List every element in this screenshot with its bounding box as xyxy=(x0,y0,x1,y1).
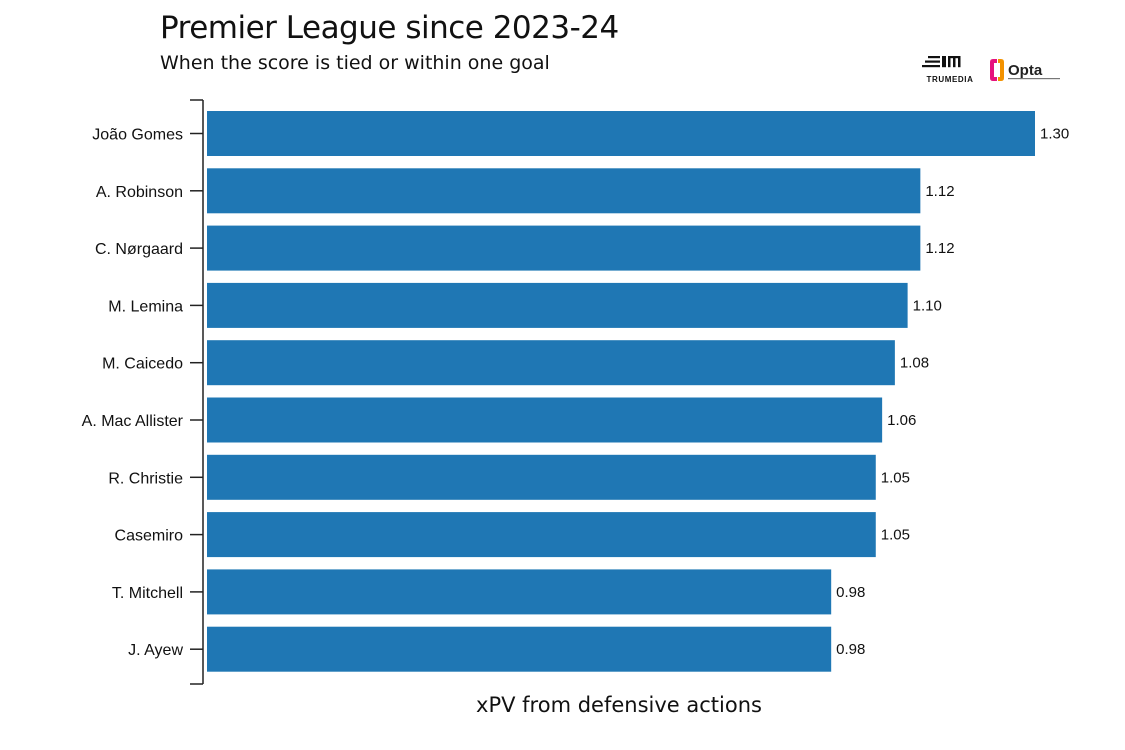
y-axis xyxy=(190,99,204,685)
value-label: 0.98 xyxy=(836,584,865,601)
category-label: A. Robinson xyxy=(96,184,183,201)
opta-logo-text: Opta xyxy=(1008,62,1043,79)
bar xyxy=(207,111,1035,156)
category-label: Casemiro xyxy=(115,528,184,545)
bar xyxy=(207,454,876,500)
chart-subtitle: When the score is tied or within one goa… xyxy=(160,52,550,74)
bar xyxy=(207,168,921,214)
value-label: 1.30 xyxy=(1040,126,1069,143)
category-label: M. Caicedo xyxy=(102,356,183,373)
trumedia-logo: TRUMEDIA xyxy=(922,56,973,84)
bar xyxy=(207,512,876,558)
value-label: 1.10 xyxy=(913,297,942,314)
opta-logo: Opta xyxy=(990,59,1060,81)
bar xyxy=(207,225,921,271)
category-label: João Gomes xyxy=(92,127,183,144)
bar xyxy=(207,282,908,328)
value-labels: 1.30 1.12 1.12 1.10 1.08 1.06 1.05 1.05 0.98 0.98 xyxy=(836,126,1069,659)
bar xyxy=(207,626,832,672)
category-label: J. Ayew xyxy=(128,642,183,659)
value-label: 1.05 xyxy=(881,527,910,544)
value-label: 0.98 xyxy=(836,641,865,658)
category-label: A. Mac Allister xyxy=(82,413,184,430)
chart-title: Premier League since 2023-24 xyxy=(160,10,619,46)
x-axis-label: xPV from defensive actions xyxy=(476,693,762,717)
value-label: 1.12 xyxy=(925,240,954,257)
bar xyxy=(207,397,883,443)
value-label: 1.12 xyxy=(925,183,954,200)
trumedia-logo-text: TRUMEDIA xyxy=(926,75,973,84)
value-label: 1.06 xyxy=(887,412,916,429)
bars xyxy=(207,111,1035,672)
value-label: 1.05 xyxy=(881,469,910,486)
category-label: R. Christie xyxy=(108,470,183,487)
category-labels: João Gomes A. Robinson C. Nørgaard M. Lemin… xyxy=(82,127,184,660)
category-label: M. Lemina xyxy=(108,298,183,315)
bar xyxy=(207,340,895,386)
value-label: 1.08 xyxy=(900,355,929,372)
bar xyxy=(207,569,832,615)
category-label: C. Nørgaard xyxy=(95,241,183,258)
category-label: T. Mitchell xyxy=(112,585,183,602)
